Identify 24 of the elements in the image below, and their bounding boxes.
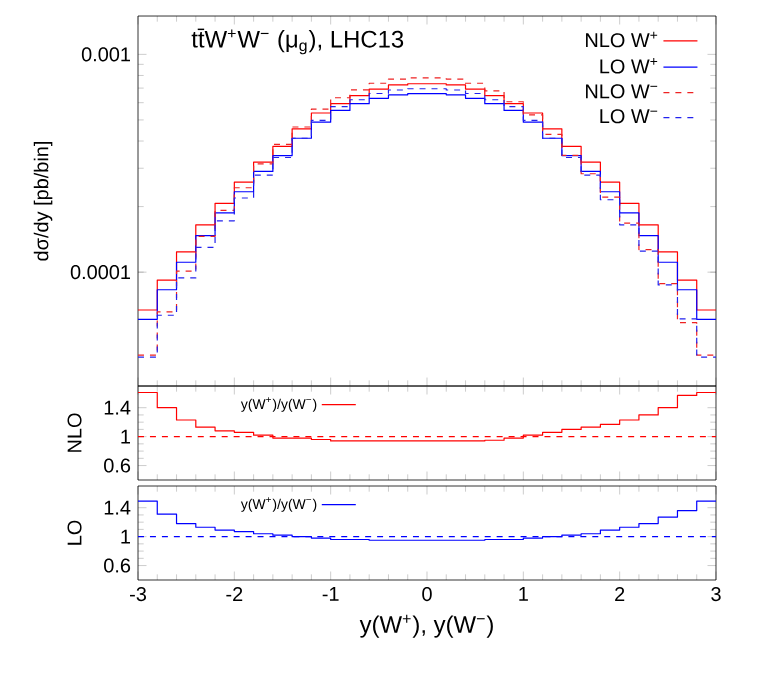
y-tick-label: 1.4 — [104, 400, 131, 415]
y-tick-label: 1 — [121, 429, 131, 444]
y-axis-title: dσ/dy [pb/bin] — [33, 142, 53, 261]
x-tick-label: 2 — [615, 587, 625, 601]
y-tick-label: 1.4 — [104, 500, 131, 515]
y-tick-label: 0.0001 — [70, 265, 130, 280]
x-tick-label: -1 — [322, 587, 339, 601]
y-tick-label: 0.6 — [104, 458, 131, 473]
legend-label: NLO W$^{−}$ — [586, 84, 658, 99]
y-axis-title: NLO — [67, 413, 82, 452]
legend-label: LO W$^{−}$ — [600, 109, 658, 124]
legend-label: NLO W$^{+}$ — [586, 31, 658, 48]
legend-label: LO W$^{+}$ — [600, 58, 658, 74]
y-tick-label: 1 — [121, 529, 131, 544]
y-axis-title: LO — [67, 520, 82, 545]
x-tick-label: 1 — [519, 587, 528, 601]
x-axis-title: y(W$^{+}$), y(W$^{−}$) — [359, 614, 493, 638]
y-tick-label: 0.001 — [81, 47, 130, 62]
x-tick-label: 0 — [422, 587, 432, 602]
y-tick-label: 0.6 — [104, 558, 131, 573]
x-tick-label: -2 — [226, 587, 243, 601]
text: tt̄W$^{+}$W$^{−}$ (μ$_{g}$), LHC13 — [191, 28, 404, 55]
x-tick-label: 3 — [711, 587, 721, 602]
x-tick-label: -3 — [130, 587, 146, 602]
